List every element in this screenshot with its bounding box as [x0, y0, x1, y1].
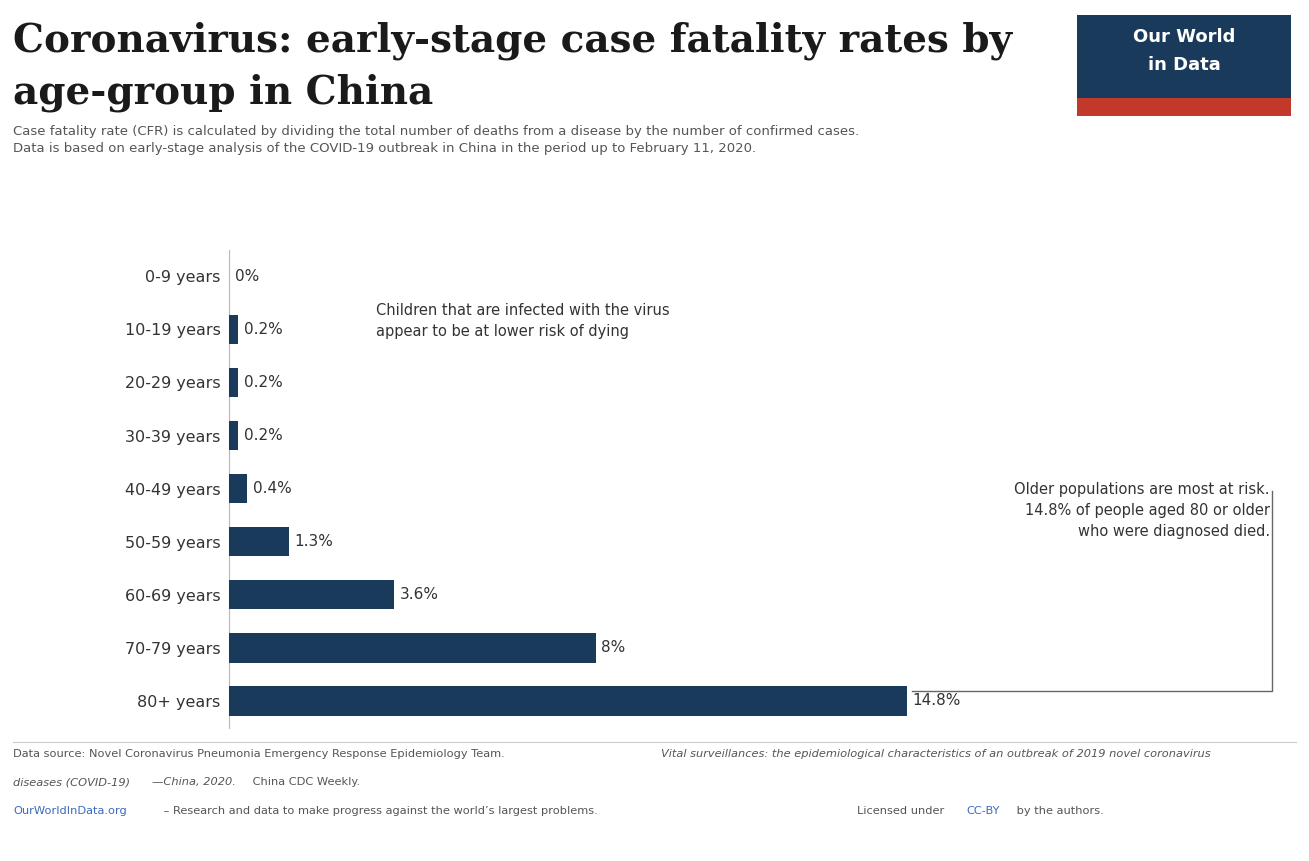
Text: CC-BY: CC-BY: [966, 806, 1000, 816]
Text: Vital surveillances: the epidemiological characteristics of an outbreak of 2019 : Vital surveillances: the epidemiological…: [661, 749, 1211, 759]
Text: China CDC Weekly.: China CDC Weekly.: [249, 777, 360, 788]
Text: 0%: 0%: [234, 269, 259, 284]
Text: 0.2%: 0.2%: [243, 375, 283, 390]
Bar: [229, 527, 288, 556]
Text: 0.4%: 0.4%: [253, 481, 292, 496]
Text: 3.6%: 3.6%: [399, 587, 439, 603]
Text: Case fatality rate (CFR) is calculated by dividing the total number of deaths fr: Case fatality rate (CFR) is calculated b…: [13, 125, 859, 155]
Text: Children that are infected with the virus
appear to be at lower risk of dying: Children that are infected with the viru…: [376, 303, 669, 338]
Bar: [229, 315, 238, 344]
Text: Licensed under: Licensed under: [857, 806, 948, 816]
Bar: [229, 580, 394, 610]
Text: —China, 2020.: —China, 2020.: [152, 777, 236, 788]
Text: 14.8%: 14.8%: [912, 693, 961, 709]
Text: 8%: 8%: [601, 641, 626, 655]
Text: 1.3%: 1.3%: [295, 534, 332, 549]
Text: age-group in China: age-group in China: [13, 73, 433, 112]
Text: Data source: Novel Coronavirus Pneumonia Emergency Response Epidemiology Team.: Data source: Novel Coronavirus Pneumonia…: [13, 749, 508, 759]
Text: Older populations are most at risk.
14.8% of people aged 80 or older
who were di: Older populations are most at risk. 14.8…: [1014, 482, 1270, 539]
Bar: [229, 686, 907, 715]
Text: in Data: in Data: [1148, 57, 1220, 74]
Text: Coronavirus: early-stage case fatality rates by: Coronavirus: early-stage case fatality r…: [13, 22, 1012, 60]
Text: by the authors.: by the authors.: [1013, 806, 1103, 816]
Text: – Research and data to make progress against the world’s largest problems.: – Research and data to make progress aga…: [160, 806, 597, 816]
Text: 0.2%: 0.2%: [243, 428, 283, 443]
Text: Our World: Our World: [1132, 28, 1236, 46]
Bar: [229, 421, 238, 450]
Text: diseases (COVID-19): diseases (COVID-19): [13, 777, 130, 788]
Bar: [229, 474, 247, 503]
Text: 0.2%: 0.2%: [243, 322, 283, 337]
Bar: [229, 368, 238, 397]
Text: OurWorldInData.org: OurWorldInData.org: [13, 806, 127, 816]
Bar: [229, 634, 596, 662]
